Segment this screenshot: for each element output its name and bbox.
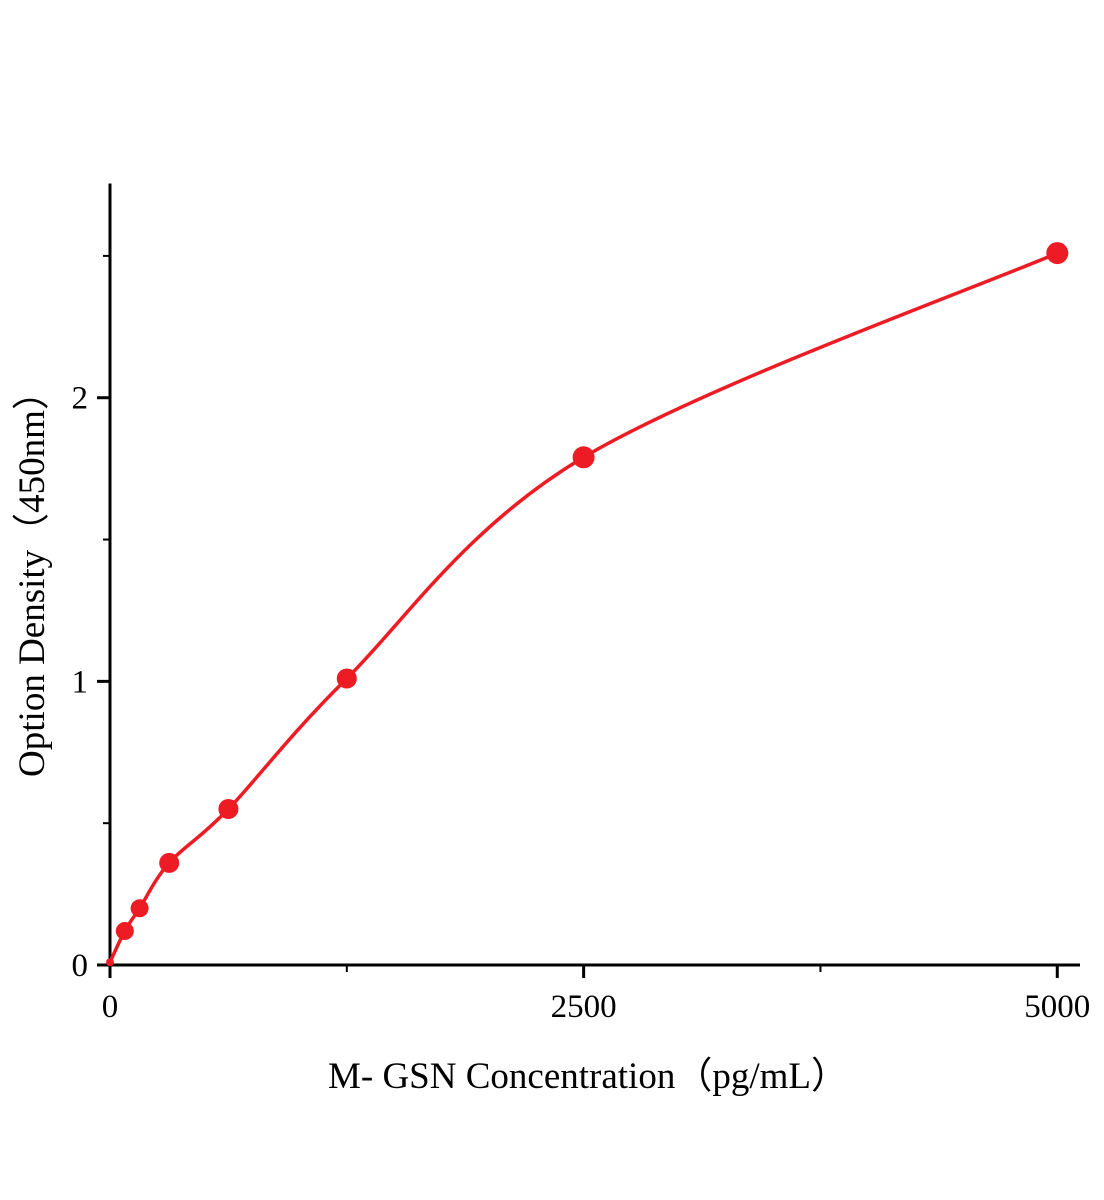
data-point xyxy=(218,799,239,819)
y-axis-title: Option Density（450nm） xyxy=(12,373,53,777)
data-point xyxy=(336,668,357,689)
x-axis-title: M- GSN Concentration（pg/mL） xyxy=(328,1056,848,1097)
data-point xyxy=(159,852,180,873)
x-tick-label: 2500 xyxy=(551,989,617,1025)
x-tick-label: 0 xyxy=(102,989,119,1025)
data-point xyxy=(106,958,114,967)
standard-curve xyxy=(108,251,1060,964)
y-tick-label: 1 xyxy=(72,664,89,700)
data-point xyxy=(572,446,595,469)
x-tick-label: 5000 xyxy=(1024,989,1090,1025)
data-point xyxy=(115,922,134,940)
data-point xyxy=(1046,242,1069,265)
data-point xyxy=(130,899,149,918)
y-tick-label: 2 xyxy=(72,381,89,417)
y-tick-label: 0 xyxy=(72,948,89,984)
